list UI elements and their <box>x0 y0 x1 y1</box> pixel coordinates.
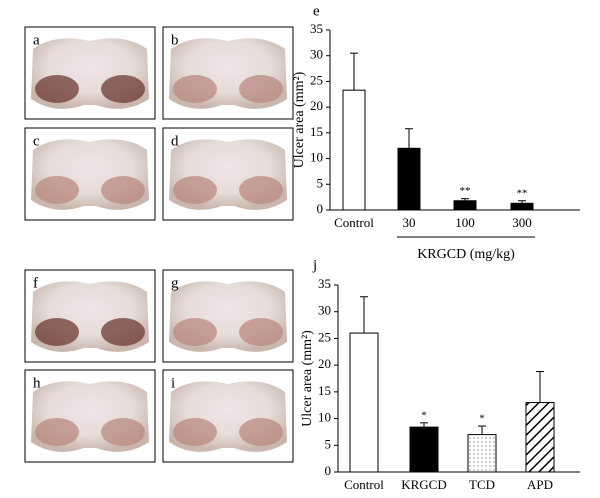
y-tick-label: 0 <box>317 201 324 216</box>
y-tick-label: 5 <box>317 175 324 190</box>
x-tick-label: Control <box>334 215 374 230</box>
y-tick-label: 35 <box>310 21 323 36</box>
y-tick-label: 25 <box>310 72 323 87</box>
y-axis-label: Ulcer area (mm²) <box>292 71 307 168</box>
photo-lesion <box>239 176 283 204</box>
photo-lesion <box>173 75 217 103</box>
x-tick-label: 100 <box>455 215 475 230</box>
panel-letter: i <box>171 375 175 391</box>
y-tick-label: 10 <box>318 410 331 425</box>
panel-letter: d <box>171 133 179 149</box>
y-tick-label: 15 <box>318 383 331 398</box>
bar <box>409 426 439 473</box>
bar <box>453 200 477 211</box>
bar <box>467 434 497 473</box>
bar <box>525 402 555 473</box>
x-tick-label: APD <box>527 477 553 492</box>
panel-letter: c <box>33 133 40 149</box>
y-tick-label: 20 <box>310 98 323 113</box>
photo-lesion <box>173 176 217 204</box>
y-tick-label: 35 <box>318 276 331 291</box>
photo-lesion <box>35 418 79 446</box>
x-tick-label: 300 <box>512 215 532 230</box>
photo-lesion <box>101 75 145 103</box>
y-tick-label: 25 <box>318 329 331 344</box>
panel-letter: j <box>312 257 317 273</box>
x-tick-label: TCD <box>469 477 495 492</box>
photo-lesion <box>101 318 145 346</box>
y-tick-label: 30 <box>318 303 331 318</box>
significance-label: * <box>479 413 485 425</box>
significance-label: * <box>421 409 427 421</box>
panel-letter: g <box>171 275 179 291</box>
photo-lesion <box>173 318 217 346</box>
significance-label: ** <box>517 187 528 199</box>
photo-lesion <box>239 75 283 103</box>
panel-letter: a <box>33 32 40 48</box>
panel-letter: e <box>313 3 320 19</box>
x-tick-label: 30 <box>403 215 416 230</box>
panel-letter: b <box>171 32 179 48</box>
significance-label: ** <box>460 185 471 197</box>
photo-lesion <box>239 418 283 446</box>
y-tick-label: 15 <box>310 124 323 139</box>
group-label: KRGCD (mg/kg) <box>417 247 515 262</box>
y-tick-label: 10 <box>310 150 323 165</box>
bar <box>349 332 379 473</box>
x-tick-label: KRGCD <box>401 477 447 492</box>
photo-lesion <box>35 176 79 204</box>
photo-lesion <box>101 176 145 204</box>
x-tick-label: Control <box>344 477 384 492</box>
photo-lesion <box>101 418 145 446</box>
y-tick-label: 0 <box>325 463 332 478</box>
photo-lesion <box>35 75 79 103</box>
panel-letter: h <box>33 375 41 391</box>
y-tick-label: 30 <box>310 47 323 62</box>
bar <box>510 202 534 211</box>
y-tick-label: 20 <box>318 356 331 371</box>
y-axis-label: Ulcer area (mm²) <box>300 330 315 427</box>
bar <box>342 89 366 211</box>
bar <box>397 147 421 211</box>
photo-lesion <box>35 318 79 346</box>
photo-lesion <box>239 318 283 346</box>
photo-lesion <box>173 418 217 446</box>
y-tick-label: 5 <box>325 436 332 451</box>
panel-letter: f <box>33 275 38 291</box>
